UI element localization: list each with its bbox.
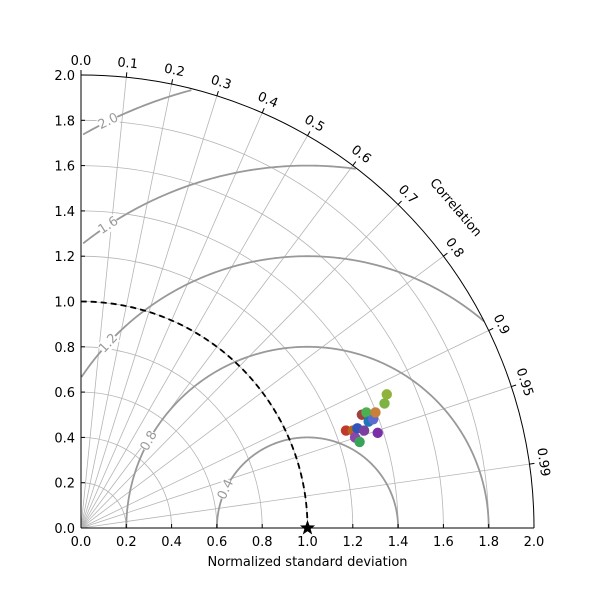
x-tick-label: 1.6 [433,535,454,550]
correlation-tick-label: 0.6 [348,143,374,167]
y-tick-label: 0.4 [54,431,75,446]
correlation-tick-label: 0.9 [490,312,513,337]
rms-contour-label: 2.0 [96,110,121,133]
std-grid-arc [80,210,399,529]
correlation-tick [488,327,494,331]
x-tick-label: 0.8 [252,535,273,550]
data-point [358,425,370,436]
correlation-axis-label: Correlation [426,176,484,240]
correlation-grid-ray [80,95,218,529]
std-grid-arc [80,391,218,529]
correlation-tick [352,161,357,166]
y-tick-label: 2.0 [54,69,75,84]
x-tick-label: 0.0 [71,535,92,550]
correlation-tick [125,72,128,78]
correlation-tick-label: 0.1 [117,55,139,72]
rms-label-background [95,213,121,237]
std-grid-arc [80,346,263,529]
rms-contour-label: 1.6 [96,214,122,238]
rms-label-background [137,428,160,453]
y-tick-label: 1.8 [54,114,75,129]
x-tick-label: 1.2 [342,535,363,550]
y-tick-label: 0.2 [54,477,75,492]
x-tick-label: 1.8 [478,535,499,550]
correlation-grid-ray [80,165,354,529]
rms-label-background [214,477,237,502]
y-tick-label: 1.2 [54,250,75,265]
x-axis-label: Normalized standard deviation [207,555,407,570]
x-tick-label: 0.4 [161,535,182,550]
y-tick-label: 1.4 [54,205,75,220]
correlation-tick [511,384,517,388]
correlation-tick [529,462,535,465]
correlation-tick [261,108,265,114]
rms-contour-label: 0.4 [215,477,237,502]
correlation-tick [397,200,402,205]
x-tick-label: 1.4 [388,535,409,550]
correlation-tick [216,90,219,97]
correlation-tick-label: 0.5 [302,112,327,135]
x-tick-label: 1.0 [297,535,318,550]
data-point [370,407,381,418]
std-grid-arc [80,482,127,529]
correlation-grid-ray [80,135,308,529]
data-point [381,389,392,400]
correlation-tick-label: 0.95 [513,366,536,398]
std-grid-arc [80,165,444,529]
data-point [372,427,383,439]
correlation-tick-label: 0.3 [209,73,233,94]
rms-label-background [96,331,121,356]
rms-contour [82,164,356,245]
data-point [361,407,372,418]
data-point [354,436,365,448]
std-grid-arc [80,255,354,529]
reference-star-marker [299,520,316,535]
y-tick-label: 1.6 [54,160,75,175]
correlation-tick [171,79,174,85]
correlation-tick-label: 0.0 [71,54,92,69]
data-point [379,398,390,409]
correlation-tick-label: 0.8 [442,235,466,261]
std-grid-arc [80,119,490,529]
rms-label-background [96,110,121,132]
y-tick-label: 0.8 [54,341,75,356]
outer-correlation-arc [80,74,535,529]
correlation-tick-label: 0.4 [255,89,280,111]
correlation-tick [443,252,448,257]
y-tick-label: 1.0 [54,296,75,311]
x-tick-label: 0.6 [207,535,228,550]
x-tick-label: 2.0 [524,535,545,550]
reference-std-arc [80,300,309,529]
correlation-tick-label: 0.99 [533,447,552,478]
correlation-tick-label: 0.2 [163,62,186,81]
correlation-tick [307,131,311,136]
y-tick-label: 0.0 [54,522,75,537]
x-tick-label: 0.2 [116,535,137,550]
rms-contour [80,255,485,378]
y-tick-label: 0.6 [54,386,75,401]
